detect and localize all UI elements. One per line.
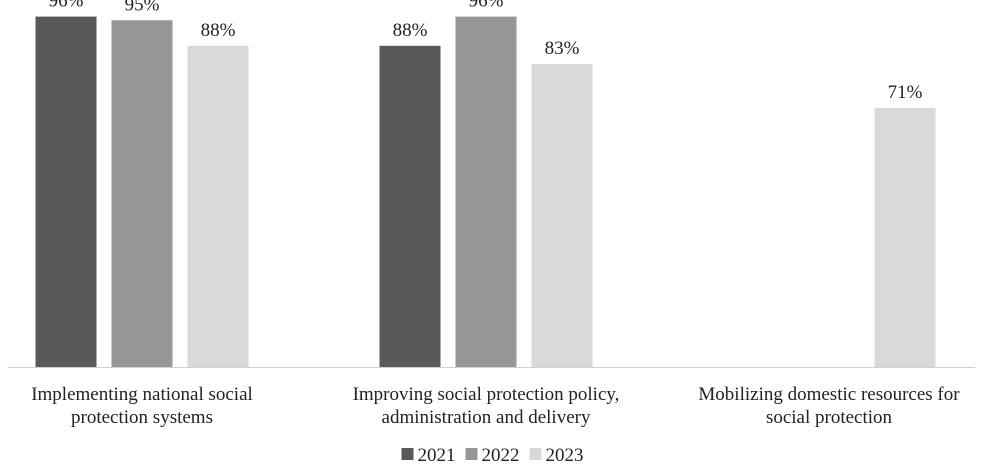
category-labels-layer: Implementing national social protection s… [31,384,960,428]
data-label-2022-cat-1: 95% [125,0,160,15]
bars-layer [35,16,936,368]
category-label-3: Mobilizing domestic resources for social … [698,384,960,428]
data-labels-layer: 96% 88% 95% 96% 88% 83% 71% [49,0,923,103]
data-label-2021-cat-1: 96% [49,0,84,12]
data-label-2022-cat-2: 96% [469,0,504,12]
bar-2021-cat-1 [35,16,97,367]
bar-2023-cat-2 [531,64,593,368]
data-label-2023-cat-3: 71% [888,82,923,103]
legend-swatch-2023 [529,448,542,460]
bar-2022-cat-1 [111,20,173,367]
bar-2021-cat-2 [379,45,441,368]
legend-label-2021: 2021 [418,445,456,466]
data-label-2023-cat-2: 83% [545,38,580,59]
legend-label-2022: 2022 [482,445,520,466]
legend: 2021 2022 2023 [401,445,584,466]
data-label-2023-cat-1: 88% [201,20,236,41]
legend-swatch-2021 [401,448,414,460]
bar-2023-cat-1 [187,45,249,368]
bar-2022-cat-2 [455,16,517,367]
legend-label-2023: 2023 [546,445,584,466]
bar-2023-cat-3 [874,107,936,367]
legend-swatch-2022 [465,448,478,460]
category-label-1: Implementing national social protection s… [31,384,253,428]
data-label-2021-cat-2: 88% [393,20,428,41]
category-label-2: Improving social protection policy, admin… [353,384,620,428]
